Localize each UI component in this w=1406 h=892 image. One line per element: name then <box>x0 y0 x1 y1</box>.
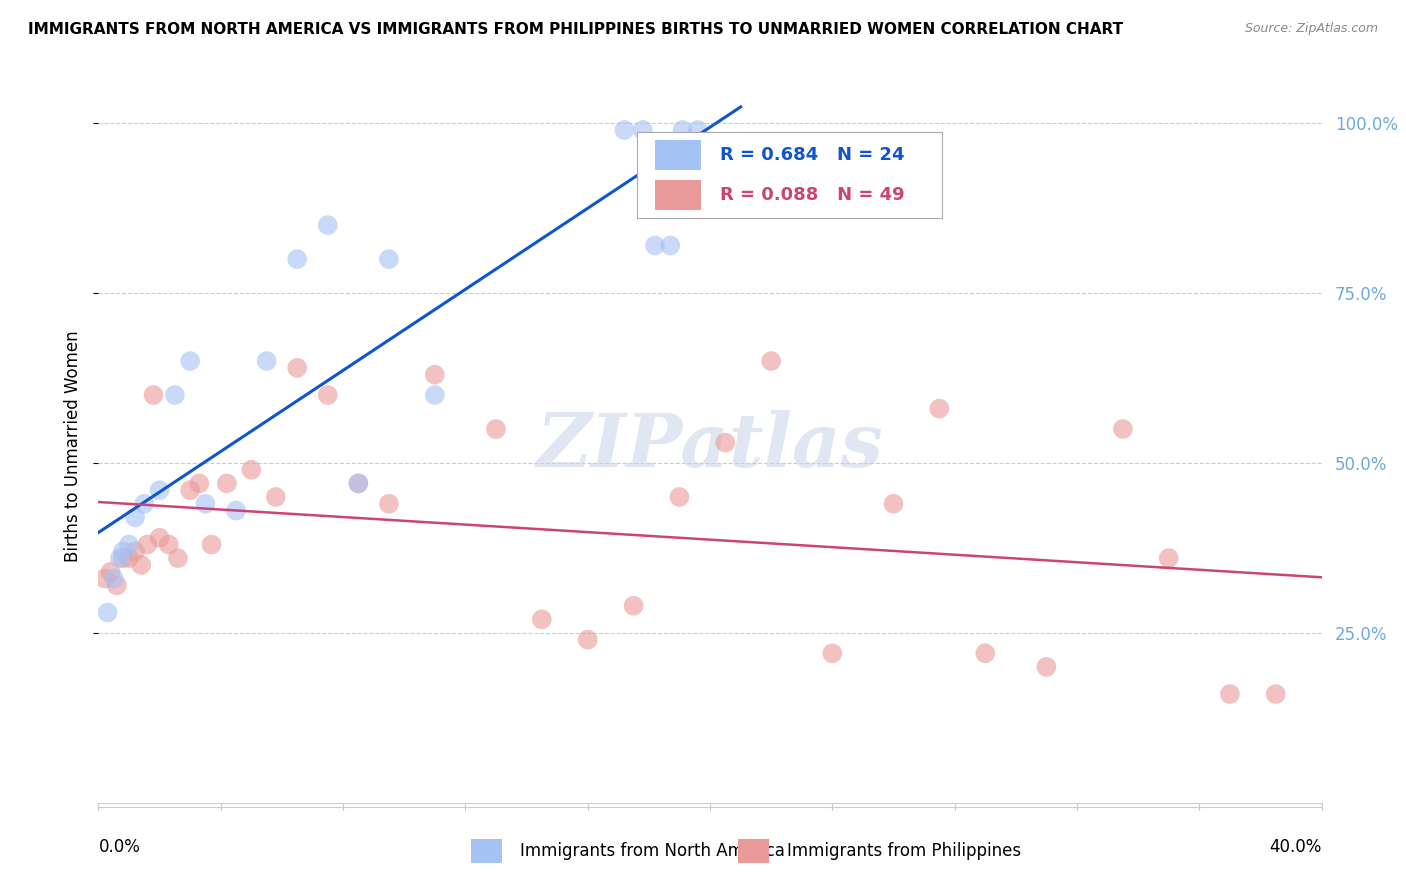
Point <box>378 497 401 511</box>
FancyBboxPatch shape <box>655 140 702 170</box>
Point <box>761 354 783 368</box>
Point <box>623 599 645 613</box>
Point <box>149 531 172 545</box>
Point <box>668 490 690 504</box>
Point <box>714 435 737 450</box>
Point <box>285 360 308 375</box>
Point <box>129 558 152 572</box>
Text: IMMIGRANTS FROM NORTH AMERICA VS IMMIGRANTS FROM PHILIPPINES BIRTHS TO UNMARRIED: IMMIGRANTS FROM NORTH AMERICA VS IMMIGRA… <box>28 22 1123 37</box>
Y-axis label: Births to Unmarried Women: Births to Unmarried Women <box>65 330 83 562</box>
Point <box>179 483 201 498</box>
FancyBboxPatch shape <box>655 179 702 210</box>
Point <box>188 476 211 491</box>
Point <box>124 510 146 524</box>
Point <box>347 476 370 491</box>
Text: 40.0%: 40.0% <box>1270 838 1322 856</box>
Text: 0.0%: 0.0% <box>98 838 141 856</box>
Point <box>264 490 287 504</box>
Point <box>1264 687 1286 701</box>
Point <box>93 572 115 586</box>
Point <box>347 476 370 491</box>
Point <box>659 238 682 252</box>
Point <box>118 551 141 566</box>
Point <box>423 368 446 382</box>
Point <box>103 572 125 586</box>
Point <box>378 252 401 266</box>
Point <box>686 123 709 137</box>
Point <box>631 123 654 137</box>
Text: R = 0.684   N = 24: R = 0.684 N = 24 <box>720 146 904 164</box>
Point <box>285 252 308 266</box>
Point <box>136 537 159 551</box>
Text: Immigrants from North America: Immigrants from North America <box>520 842 785 860</box>
Point <box>423 388 446 402</box>
Point <box>105 578 128 592</box>
Point <box>613 123 636 137</box>
Point <box>671 123 693 137</box>
Point <box>215 476 238 491</box>
Point <box>316 388 339 402</box>
Point <box>194 497 217 511</box>
Point <box>100 565 122 579</box>
Point <box>240 463 263 477</box>
Point <box>928 401 950 416</box>
Point <box>200 537 222 551</box>
Point <box>485 422 508 436</box>
Text: R = 0.088   N = 49: R = 0.088 N = 49 <box>720 186 904 203</box>
Point <box>1112 422 1135 436</box>
Point <box>821 646 844 660</box>
Point <box>1035 660 1057 674</box>
FancyBboxPatch shape <box>637 132 942 218</box>
Point <box>111 551 134 566</box>
Point <box>883 497 905 511</box>
Point <box>225 503 247 517</box>
Text: ZIPatlas: ZIPatlas <box>537 409 883 483</box>
Point <box>124 544 146 558</box>
Text: Source: ZipAtlas.com: Source: ZipAtlas.com <box>1244 22 1378 36</box>
Point <box>179 354 201 368</box>
Point <box>142 388 165 402</box>
Point <box>530 612 553 626</box>
Point <box>157 537 180 551</box>
Point <box>974 646 997 660</box>
Point <box>108 551 131 566</box>
Point <box>149 483 172 498</box>
Point <box>167 551 190 566</box>
Point <box>576 632 599 647</box>
Point <box>118 537 141 551</box>
Point <box>163 388 186 402</box>
Point <box>316 218 339 232</box>
Text: Immigrants from Philippines: Immigrants from Philippines <box>787 842 1022 860</box>
Point <box>644 238 666 252</box>
Point <box>134 497 156 511</box>
Point <box>1219 687 1241 701</box>
Point <box>1157 551 1180 566</box>
Point <box>256 354 278 368</box>
Point <box>111 544 134 558</box>
Point <box>97 606 120 620</box>
